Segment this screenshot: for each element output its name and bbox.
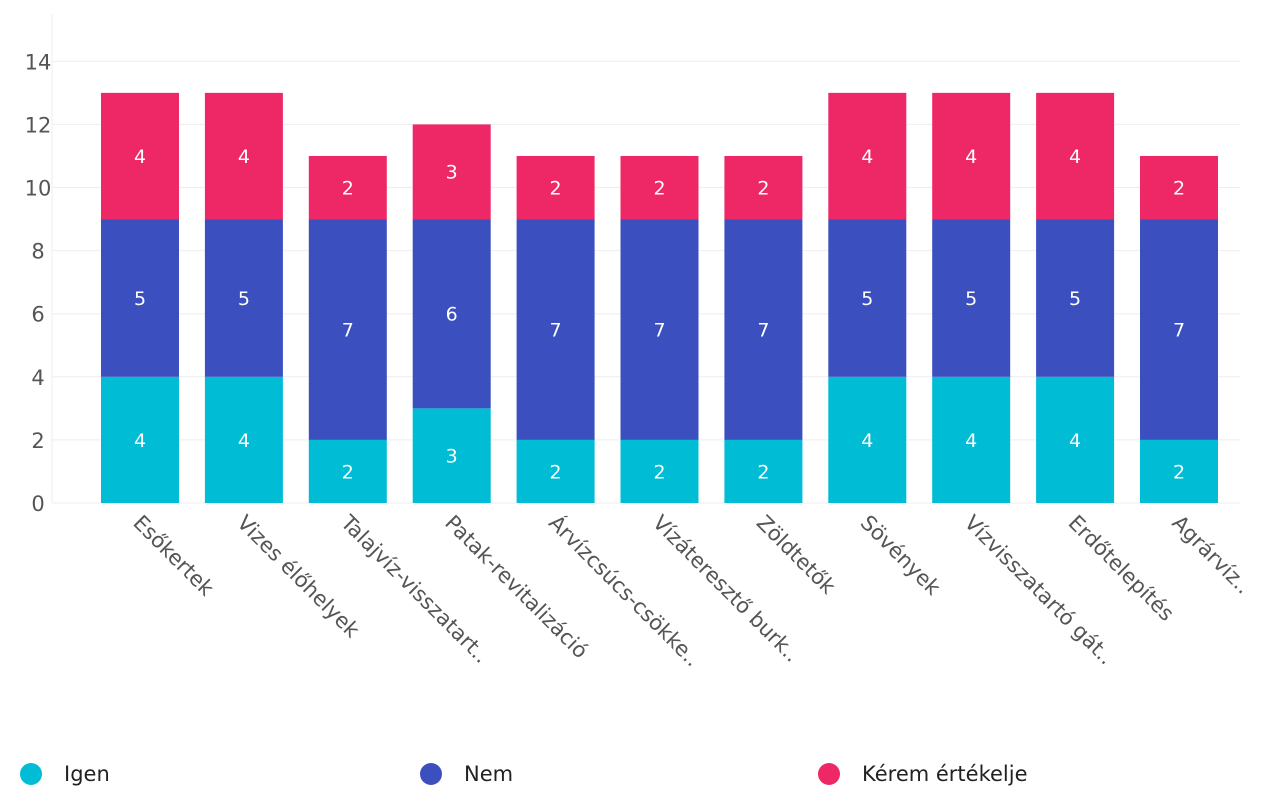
bar-segment (412, 124, 491, 220)
data-label: 5 (238, 288, 250, 310)
legend-item-kerem-ertekelje[interactable]: Kérem értékelje (818, 762, 1028, 786)
bar-segment (516, 155, 595, 220)
y-tick-label: 14 (25, 50, 52, 74)
data-label: 7 (550, 319, 562, 341)
data-label: 4 (1069, 430, 1081, 452)
data-label: 4 (861, 430, 873, 452)
bar-segment (932, 376, 1011, 503)
data-label: 2 (1173, 461, 1185, 483)
x-tick-label: Esőkertek (128, 511, 219, 602)
bar-segment (1140, 439, 1218, 503)
x-tick-label: Sövények (856, 511, 946, 601)
bar-segment (620, 439, 699, 503)
bar-segment (1036, 376, 1115, 503)
bar-segment (204, 219, 283, 377)
data-label: 7 (757, 319, 769, 341)
y-tick-label: 6 (31, 303, 44, 327)
bar-segment (724, 439, 803, 503)
data-label: 4 (965, 146, 977, 168)
bar-segment (828, 92, 907, 220)
data-label: 4 (238, 146, 250, 168)
legend-swatch-kerem-ertekelje (818, 763, 840, 785)
data-label: 4 (965, 430, 977, 452)
legend-swatch-nem (420, 763, 442, 785)
bar-segment (620, 219, 699, 440)
bar-segment (308, 219, 387, 440)
legend-swatch-igen (20, 763, 42, 785)
bar-segment (828, 219, 907, 377)
bar-segment (412, 408, 491, 503)
bar-segment (412, 219, 491, 409)
bar-segment (516, 439, 595, 503)
legend-label-nem: Nem (464, 762, 514, 786)
y-tick-label: 2 (31, 429, 44, 453)
bar-segment (516, 219, 595, 440)
data-label: 2 (550, 178, 562, 200)
data-label: 4 (238, 430, 250, 452)
bar-segment (620, 155, 699, 220)
data-label: 2 (757, 461, 769, 483)
bar-segment (932, 92, 1011, 220)
data-label: 2 (550, 461, 562, 483)
x-tick-label: Zöldtetők (752, 511, 841, 600)
bar-segment (101, 376, 179, 503)
data-label: 3 (446, 162, 458, 184)
data-label: 5 (861, 288, 873, 310)
data-label: 2 (1173, 178, 1185, 200)
y-tick-label: 10 (25, 177, 52, 201)
data-label: 4 (134, 146, 146, 168)
data-label: 5 (1069, 288, 1081, 310)
bar-segment (828, 376, 907, 503)
legend-label-igen: Igen (64, 762, 110, 786)
data-label: 4 (1069, 146, 1081, 168)
bar-segment (932, 219, 1011, 377)
x-tick-label: Erdőtelepítés (1064, 511, 1179, 626)
x-tick-label: Agrárvíz.. (1167, 511, 1255, 599)
data-label: 7 (653, 319, 665, 341)
bar-segment (308, 155, 387, 220)
data-label: 2 (653, 461, 665, 483)
bar-segment (1036, 92, 1115, 220)
data-label: 5 (134, 288, 146, 310)
data-label: 3 (446, 446, 458, 468)
y-tick-label: 4 (31, 366, 44, 390)
data-label: 2 (757, 178, 769, 200)
data-label: 5 (965, 288, 977, 310)
data-label: 2 (653, 178, 665, 200)
bar-segment (1140, 155, 1218, 220)
y-tick-label: 12 (25, 113, 52, 137)
data-label: 7 (1173, 319, 1185, 341)
bar-segment (1036, 219, 1115, 377)
bar-segment (308, 439, 387, 503)
data-label: 4 (134, 430, 146, 452)
legend-label-kerem-ertekelje: Kérem értékelje (862, 762, 1028, 786)
data-label: 2 (342, 461, 354, 483)
bar-segment (1140, 219, 1218, 440)
bar-segment (724, 219, 803, 440)
data-label: 7 (342, 319, 354, 341)
data-label: 4 (861, 146, 873, 168)
bar-segment (204, 376, 283, 503)
bar-segment (101, 219, 179, 377)
bar-segment (101, 92, 179, 220)
data-label: 6 (446, 304, 458, 326)
legend: Igen Nem Kérem értékelje (0, 762, 1265, 798)
bar-segment (204, 92, 283, 220)
y-tick-label: 8 (31, 240, 44, 264)
legend-item-igen[interactable]: Igen (20, 762, 110, 786)
bar-segment (724, 155, 803, 220)
data-label: 2 (342, 178, 354, 200)
legend-item-nem[interactable]: Nem (420, 762, 513, 786)
y-tick-label: 0 (31, 492, 44, 516)
